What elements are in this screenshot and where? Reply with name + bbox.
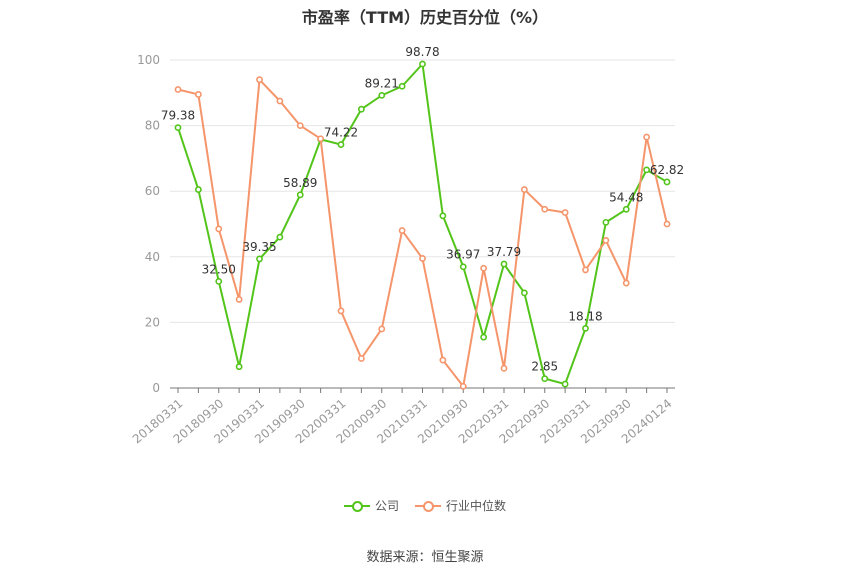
data-point (663, 178, 671, 186)
legend-item-company[interactable]: 公司 (343, 497, 399, 514)
data-label: 54.48 (609, 190, 643, 204)
data-point (357, 105, 365, 113)
data-point (235, 296, 243, 303)
series-layer (174, 60, 671, 390)
data-point (419, 60, 426, 68)
data-point (337, 307, 345, 315)
data-point (235, 363, 243, 371)
data-point (500, 364, 508, 372)
data-point (296, 191, 304, 199)
data-label: 2.85 (531, 360, 558, 374)
data-point (459, 263, 467, 271)
y-tick-label: 20 (145, 315, 160, 329)
data-point (256, 255, 263, 263)
data-point (663, 220, 671, 228)
data-label: 79.38 (161, 109, 195, 123)
legend-label-company: 公司 (374, 499, 399, 513)
y-tick-label: 80 (145, 119, 160, 133)
data-label: 74.22 (324, 126, 358, 140)
data-point (520, 186, 528, 193)
data-point (520, 289, 528, 297)
data-label: 39.35 (242, 240, 276, 254)
grid-lines (170, 59, 675, 323)
data-point (582, 266, 589, 274)
data-point (643, 133, 651, 141)
data-label: 37.79 (487, 245, 521, 259)
data-point (561, 380, 569, 388)
data-point (561, 209, 569, 216)
data-point (439, 212, 447, 220)
data-point (398, 82, 406, 90)
data-point (541, 375, 549, 383)
data-label: 98.78 (405, 45, 439, 59)
data-point (582, 324, 589, 332)
data-point (419, 255, 426, 262)
data-point (378, 325, 386, 333)
data-point (602, 218, 610, 226)
data-point (296, 122, 304, 129)
data-label: 62.82 (650, 163, 684, 177)
series-line-0 (177, 63, 668, 386)
data-point (215, 277, 223, 285)
data-point (480, 264, 488, 272)
data-point (643, 166, 651, 174)
source-note: 数据来源：恒生聚源 (366, 550, 484, 565)
data-label: 58.89 (283, 176, 317, 190)
data-point (480, 333, 488, 341)
y-tick-label: 100 (137, 53, 160, 67)
data-label: 89.21 (365, 76, 399, 90)
data-point (459, 382, 467, 390)
data-point (276, 233, 284, 241)
legend: 公司 行业中位数 (0, 497, 850, 514)
data-point (174, 124, 182, 132)
data-point (276, 97, 284, 105)
data-point (174, 86, 182, 93)
y-tick-label: 60 (145, 184, 160, 198)
data-point (357, 355, 365, 362)
data-labels: 79.38 32.50 39.35 58.89 74.22 89.21 98.78 36.97… (161, 45, 684, 374)
legend-label-industry-median: 行业中位数 (446, 499, 507, 513)
data-point (194, 186, 202, 193)
data-label: 32.50 (202, 262, 236, 276)
y-tick-label: 0 (152, 381, 160, 395)
data-point (337, 141, 345, 148)
data-point (256, 76, 263, 84)
legend-swatch-company (343, 499, 370, 513)
data-point (398, 227, 406, 234)
y-tick-label: 40 (145, 250, 160, 264)
legend-item-industry-median[interactable]: 行业中位数 (415, 497, 506, 514)
data-point (622, 205, 630, 213)
data-point (602, 236, 610, 244)
data-label: 36.97 (446, 248, 480, 262)
data-point (317, 135, 325, 143)
chart-title: 市盈率（TTM）历史百分位（%） (301, 8, 549, 27)
data-point (215, 225, 223, 233)
data-point (541, 205, 549, 213)
data-point (622, 279, 630, 287)
legend-swatch-industry-median (415, 499, 441, 513)
data-label: 18.18 (568, 309, 602, 323)
data-point (194, 91, 202, 98)
data-point (439, 356, 447, 364)
data-point (378, 91, 386, 99)
data-point (500, 260, 508, 268)
